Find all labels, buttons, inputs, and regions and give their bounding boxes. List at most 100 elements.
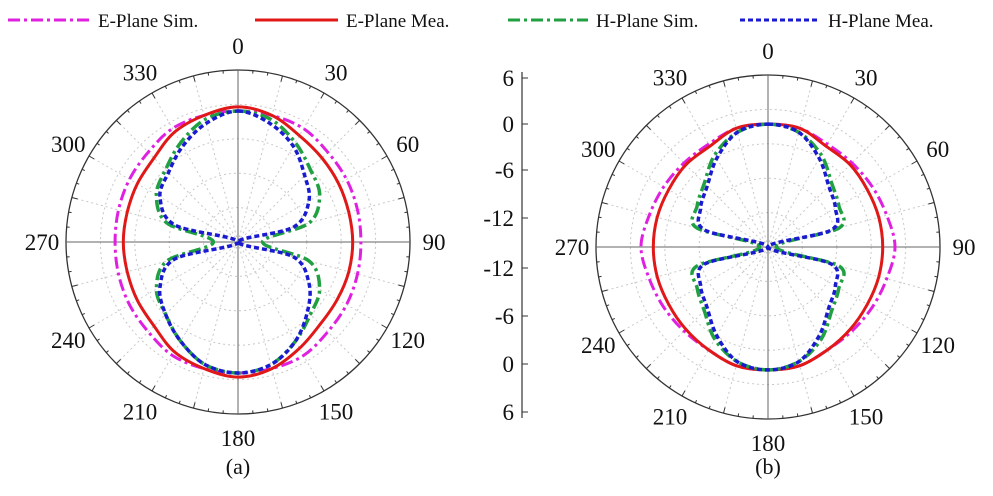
panel-label: (a) <box>226 454 250 479</box>
ring-tick <box>626 147 630 151</box>
grid-spoke <box>237 197 405 243</box>
ring-tick <box>657 376 660 380</box>
ring-tick <box>694 90 698 95</box>
ring-tick <box>404 211 408 214</box>
grid-spoke <box>767 246 918 334</box>
grid-spoke <box>681 246 769 397</box>
ring-tick <box>105 131 109 134</box>
ring-tick <box>334 100 338 104</box>
angle-tick-240: 240 <box>51 328 86 353</box>
ring-tick <box>398 197 405 200</box>
ring-tick <box>164 394 168 399</box>
ring-tick <box>116 120 121 125</box>
ring-tick <box>723 80 726 87</box>
ring-tick <box>681 390 686 397</box>
scale-tick-label: 0 <box>503 112 515 137</box>
ring-tick <box>635 136 639 139</box>
ring-tick <box>390 168 395 172</box>
grid-spoke <box>237 75 283 243</box>
ring-tick <box>810 80 813 87</box>
ring-tick <box>885 125 890 130</box>
series-e-plane-mea <box>121 105 355 379</box>
ring-tick <box>334 380 338 384</box>
ring-tick <box>928 202 935 205</box>
ring-tick <box>320 385 325 392</box>
ring-tick <box>381 324 388 329</box>
ring-tick <box>864 385 868 389</box>
angle-tick-180: 180 <box>751 431 786 456</box>
ring-tick <box>681 97 686 104</box>
ring-tick <box>381 155 388 160</box>
ring-tick <box>105 350 109 353</box>
ring-tick <box>280 75 283 82</box>
legend-label-3: H-Plane Sim. <box>596 11 698 32</box>
panel-label: (b) <box>755 454 781 479</box>
ring-tick <box>635 355 639 358</box>
ring-tick <box>611 317 616 321</box>
ring-tick <box>355 359 360 364</box>
grid-spoke <box>71 241 239 287</box>
grid-spoke <box>767 80 813 248</box>
ring-tick <box>404 270 408 273</box>
scale-tick-label: -12 <box>483 206 514 231</box>
ring-tick <box>138 100 142 104</box>
ring-tick <box>164 85 168 90</box>
scale-tick-label: 0 <box>503 352 515 377</box>
ring-tick <box>606 304 610 307</box>
ring-tick <box>668 385 672 389</box>
ring-tick <box>626 343 630 347</box>
ring-tick <box>396 299 400 302</box>
ring-tick <box>367 131 371 134</box>
grid-spoke <box>237 155 388 243</box>
grid-spoke <box>681 97 769 248</box>
ring-tick <box>138 380 142 384</box>
angle-tick-30: 30 <box>325 60 348 85</box>
angle-tick-210: 210 <box>653 405 688 430</box>
ring-tick <box>376 338 380 342</box>
scale-tick-label: -6 <box>495 304 514 329</box>
legend-label-2: E-Plane Mea. <box>346 11 449 32</box>
ring-tick <box>876 114 879 118</box>
grid-spoke <box>151 241 239 392</box>
ring-tick <box>68 211 72 214</box>
ring-tick <box>355 120 360 125</box>
ring-tick <box>81 168 86 172</box>
grid-spoke <box>237 120 360 243</box>
scale-tick-label: 6 <box>503 66 515 91</box>
ring-tick <box>934 275 938 278</box>
ring-tick <box>864 105 868 109</box>
grid-spoke <box>767 246 813 414</box>
grid-spoke <box>88 241 239 329</box>
ring-tick <box>390 312 395 316</box>
ring-tick <box>193 75 196 82</box>
angle-tick-60: 60 <box>926 137 949 162</box>
ring-tick <box>96 142 100 146</box>
ring-tick <box>398 284 405 287</box>
legend-label-1: E-Plane Sim. <box>98 11 198 32</box>
ring-tick <box>280 402 283 409</box>
ring-tick <box>723 407 726 414</box>
grid-spoke <box>151 92 239 243</box>
ring-tick <box>926 187 930 190</box>
ring-tick <box>346 371 349 375</box>
legend: E-Plane Sim. E-Plane Mea. H-Plane Sim. H-Pl… <box>8 11 934 32</box>
ring-tick <box>71 197 78 200</box>
angle-tick-300: 300 <box>51 132 86 157</box>
angle-tick-330: 330 <box>653 65 688 90</box>
ring-tick <box>850 97 855 104</box>
polar-chart-a: 0 30 60 90 120 150 180 210 240 270 300 330 (a) <box>25 34 446 479</box>
ring-tick <box>850 390 855 397</box>
ring-tick <box>694 399 698 404</box>
grid-spoke <box>237 241 325 392</box>
polar-chart-b: 0 30 60 90 120 150 180 210 240 270 300 330 (b) <box>555 39 976 479</box>
grid-spoke <box>767 97 855 248</box>
series-h-plane-mea <box>696 122 840 372</box>
ring-tick <box>838 90 842 95</box>
ring-tick <box>928 289 935 292</box>
grid-spoke <box>618 160 769 248</box>
series-h-plane-mea <box>157 109 312 375</box>
ring-tick <box>737 413 740 417</box>
ring-tick <box>320 92 325 99</box>
ring-tick <box>885 364 890 369</box>
